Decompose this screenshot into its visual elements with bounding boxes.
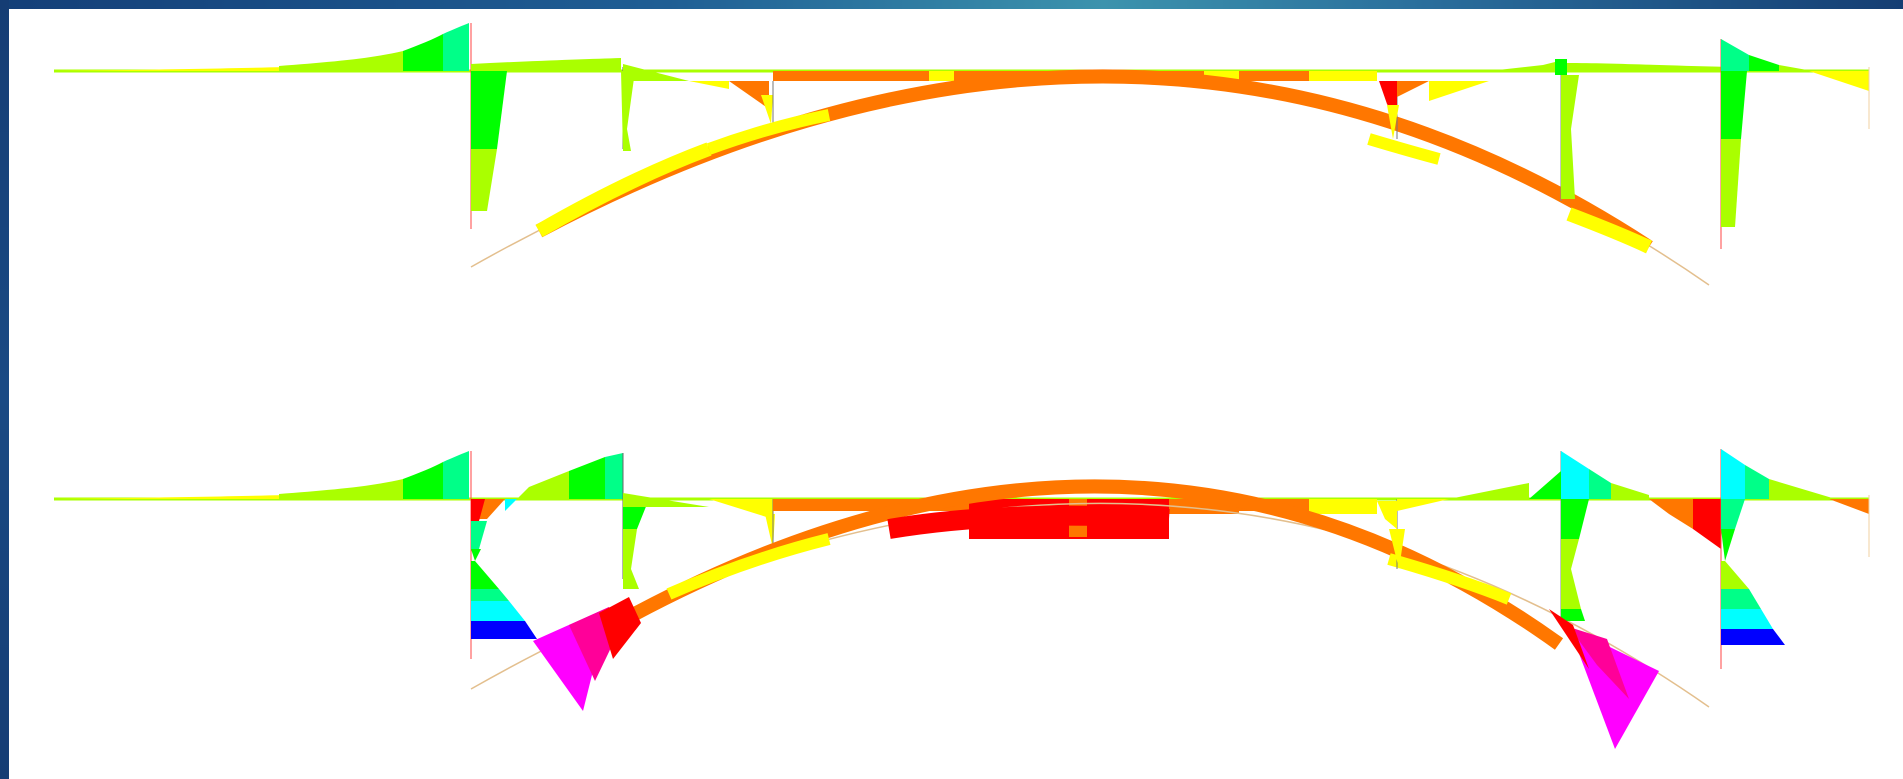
lower-force-diagram [54,449,1870,749]
lower-left-approach [54,451,469,499]
upper-left-post-triangle [623,64,689,81]
lower-right-outer-pier [1720,449,1869,669]
lower-left-post [622,453,649,589]
upper-right-inner-pier [1555,59,1729,201]
window-left-border [0,0,9,779]
upper-left-approach [54,23,469,71]
upper-left-pier [470,23,507,229]
window-top-border [0,0,1903,9]
upper-right-outer-pier [1720,39,1869,249]
lower-right-springing-fan [1549,609,1659,749]
lower-right-post [1377,483,1529,569]
lower-left-pier [470,451,623,659]
bridge-force-diagrams [54,23,1870,749]
upper-arch [470,69,1710,286]
upper-left-side-span [471,58,621,71]
lower-left-springing-fan [533,597,641,711]
lower-right-inner-pier [1529,451,1721,621]
lower-arch [470,479,1710,708]
drawing-canvas [9,9,1903,779]
upper-force-diagram [54,23,1870,286]
upper-right-post [1379,81,1489,139]
upper-right-side-span [1489,61,1559,71]
